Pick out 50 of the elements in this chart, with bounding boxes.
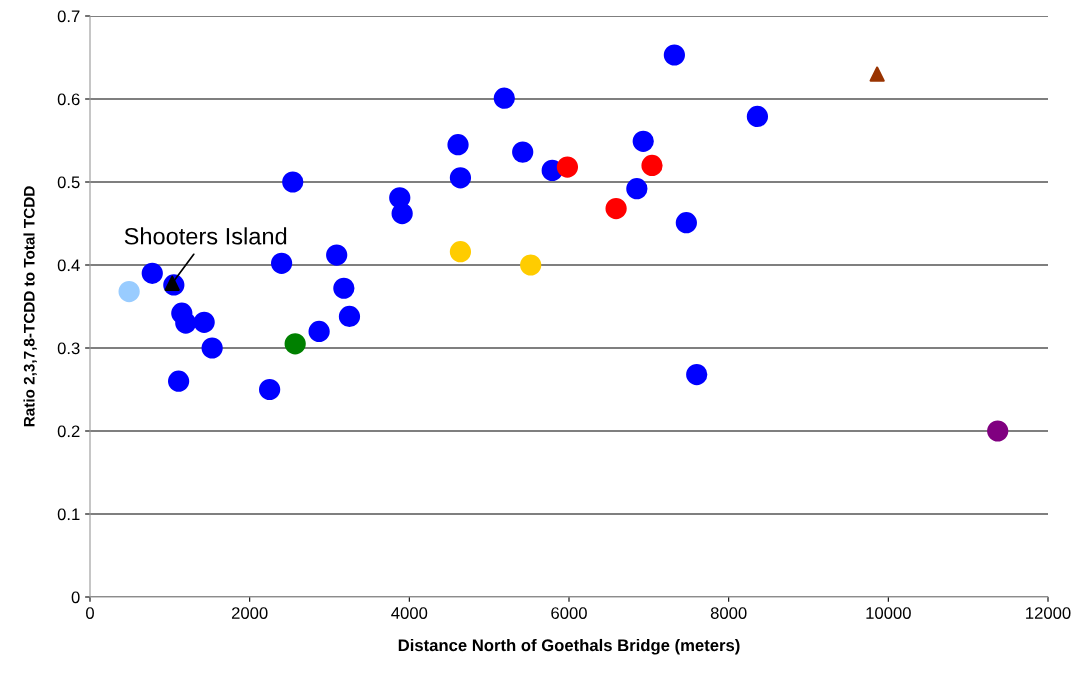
point (520, 254, 542, 276)
point (333, 277, 355, 299)
point (141, 262, 163, 284)
point (626, 178, 648, 200)
point (270, 252, 293, 274)
point (171, 302, 193, 324)
point (389, 187, 411, 209)
y-tick-label: 0 (71, 591, 80, 604)
point (632, 130, 654, 152)
y-tick-label: 0.7 (57, 10, 80, 23)
y-tick-label: 0.6 (57, 93, 80, 106)
x-axis-title: Distance North of Goethals Bridge (meters) (398, 638, 740, 655)
point (118, 280, 140, 303)
point (284, 333, 306, 355)
x-tick-label: 4000 (391, 607, 428, 619)
point (308, 320, 330, 343)
point (663, 44, 685, 66)
annotation: Shooters Island (124, 227, 287, 245)
point (282, 171, 304, 193)
y-tick-label: 0.3 (57, 342, 80, 355)
y-tick-label: 0.2 (57, 425, 80, 438)
point (193, 311, 215, 333)
x-tick-label: 2000 (231, 607, 268, 619)
point (556, 156, 579, 178)
point (326, 244, 348, 266)
y-tick-label: 0.1 (57, 508, 80, 521)
point (686, 363, 708, 386)
point (641, 154, 663, 177)
x-tick-label: 8000 (710, 607, 747, 619)
point (338, 305, 361, 328)
point (447, 134, 469, 156)
point (201, 337, 223, 359)
x-tick-label: 6000 (551, 607, 587, 619)
point (259, 378, 281, 401)
point (512, 141, 534, 163)
point (869, 66, 885, 82)
point (493, 87, 515, 109)
y-axis-title: Ratio 2,3,7,8-TCDD to Total TCDD (23, 186, 37, 427)
point (987, 420, 1009, 442)
point (746, 105, 769, 128)
y-tick-label: 0.5 (57, 176, 80, 189)
point (168, 370, 190, 392)
y-tick-label: 0.4 (57, 259, 80, 272)
x-tick-label: 10000 (866, 607, 911, 619)
x-tick-label: 0 (86, 607, 94, 619)
x-tick-label: 12000 (1026, 607, 1071, 619)
point (605, 197, 627, 220)
point (675, 212, 697, 234)
point (449, 167, 472, 189)
point (449, 241, 472, 263)
